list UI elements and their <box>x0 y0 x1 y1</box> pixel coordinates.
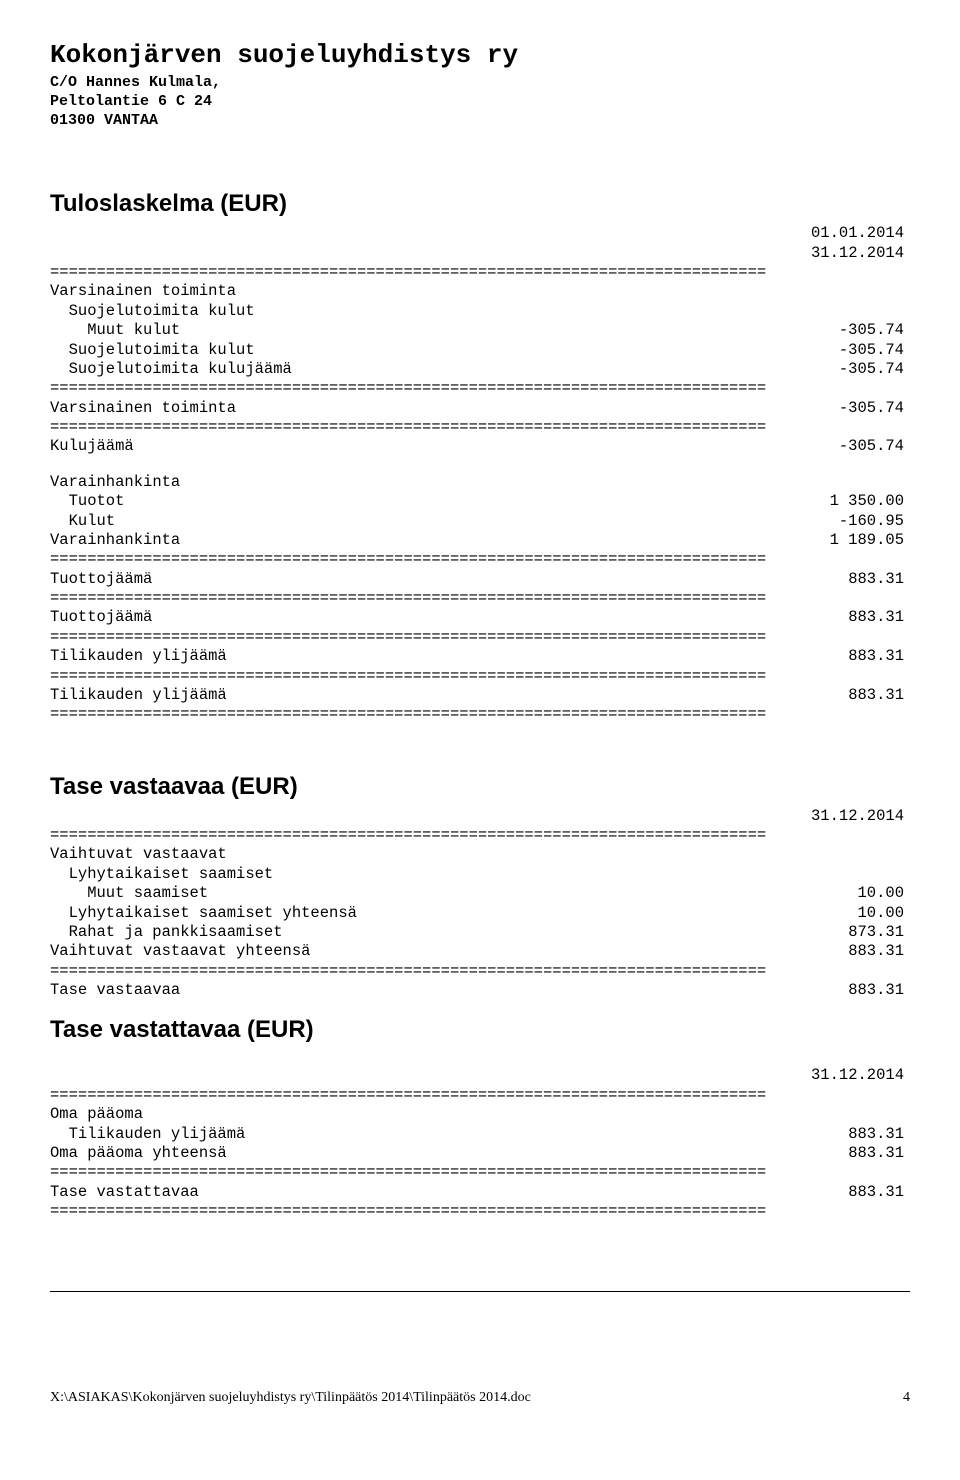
line-value: 1 350.00 <box>784 492 910 511</box>
balance-liabilities-title: Tase vastattavaa (EUR) <box>50 1016 910 1044</box>
balance-liabilities-block: 31.12.2014 =============================… <box>50 1050 910 1221</box>
line-label: Tuottojäämä <box>50 608 784 627</box>
line-label: Kulujäämä <box>50 437 784 456</box>
line-label: Tilikauden ylijäämä <box>50 1125 784 1144</box>
footer-rule <box>50 1291 910 1292</box>
separator: ========================================… <box>50 550 910 569</box>
separator: ========================================… <box>50 418 910 437</box>
balance-date: 31.12.2014 <box>50 807 910 826</box>
line-label: Rahat ja pankkisaamiset <box>50 923 784 942</box>
line-value: -305.74 <box>784 321 910 340</box>
line-value: -305.74 <box>784 437 910 456</box>
line-value: 10.00 <box>784 884 910 903</box>
separator: ========================================… <box>50 628 910 647</box>
line-label: Tilikauden ylijäämä <box>50 647 784 666</box>
line-label: Varsinainen toiminta <box>50 282 910 301</box>
line-label: Vaihtuvat vastaavat <box>50 845 910 864</box>
line-label: Tilikauden ylijäämä <box>50 686 784 705</box>
footer-path: X:\ASIAKAS\Kokonjärven suojeluyhdistys r… <box>50 1390 531 1406</box>
line-value: -305.74 <box>784 399 910 418</box>
org-name: Kokonjärven suojeluyhdistys ry <box>50 40 910 70</box>
line-label: Varainhankinta <box>50 473 910 492</box>
line-value: -305.74 <box>784 341 910 360</box>
separator: ========================================… <box>50 263 910 282</box>
income-statement-block: 01.01.2014 31.12.2014 ==================… <box>50 224 910 724</box>
line-value: 883.31 <box>784 608 910 627</box>
line-label: Lyhytaikaiset saamiset <box>50 865 910 884</box>
page-footer: X:\ASIAKAS\Kokonjärven suojeluyhdistys r… <box>50 1372 910 1406</box>
line-label: Oma pääoma <box>50 1105 910 1124</box>
line-label: Tuotot <box>50 492 784 511</box>
line-value: 1 189.05 <box>784 531 910 550</box>
line-label: Tase vastaavaa <box>50 981 784 1000</box>
line-label: Suojelutoimita kulujäämä <box>50 360 784 379</box>
line-value: 873.31 <box>784 923 910 942</box>
balance-assets-title: Tase vastaavaa (EUR) <box>50 773 910 801</box>
line-value: 883.31 <box>784 1183 910 1202</box>
separator: ========================================… <box>50 1202 910 1221</box>
line-label: Varainhankinta <box>50 531 784 550</box>
line-label: Muut kulut <box>50 321 784 340</box>
line-value: 10.00 <box>784 904 910 923</box>
separator: ========================================… <box>50 705 910 724</box>
line-label: Vaihtuvat vastaavat yhteensä <box>50 942 784 961</box>
line-value: 883.31 <box>784 570 910 589</box>
line-value: 883.31 <box>784 1125 910 1144</box>
separator: ========================================… <box>50 379 910 398</box>
line-value: 883.31 <box>784 686 910 705</box>
addr-line-2: Peltolantie 6 C 24 <box>50 93 910 112</box>
separator: ========================================… <box>50 962 910 981</box>
period-start: 01.01.2014 <box>50 224 910 243</box>
line-label: Tase vastattavaa <box>50 1183 784 1202</box>
period-end: 31.12.2014 <box>50 244 910 263</box>
separator: ========================================… <box>50 1163 910 1182</box>
line-label: Kulut <box>50 512 784 531</box>
line-value: 883.31 <box>784 647 910 666</box>
line-label: Varsinainen toiminta <box>50 399 784 418</box>
line-value: 883.31 <box>784 942 910 961</box>
line-label: Tuottojäämä <box>50 570 784 589</box>
line-value: 883.31 <box>784 981 910 1000</box>
addr-line-1: C/O Hannes Kulmala, <box>50 74 910 93</box>
page-number: 4 <box>903 1390 910 1406</box>
line-label: Suojelutoimita kulut <box>50 302 910 321</box>
line-value: -305.74 <box>784 360 910 379</box>
line-value: 883.31 <box>784 1144 910 1163</box>
separator: ========================================… <box>50 1086 910 1105</box>
separator: ========================================… <box>50 589 910 608</box>
line-label: Muut saamiset <box>50 884 784 903</box>
income-statement-title: Tuloslaskelma (EUR) <box>50 190 910 218</box>
line-label: Lyhytaikaiset saamiset yhteensä <box>50 904 784 923</box>
balance-date: 31.12.2014 <box>50 1066 910 1085</box>
line-label: Suojelutoimita kulut <box>50 341 784 360</box>
balance-assets-block: 31.12.2014 =============================… <box>50 807 910 1001</box>
line-label: Oma pääoma yhteensä <box>50 1144 784 1163</box>
separator: ========================================… <box>50 667 910 686</box>
separator: ========================================… <box>50 826 910 845</box>
org-address: C/O Hannes Kulmala, Peltolantie 6 C 24 0… <box>50 74 910 130</box>
addr-line-3: 01300 VANTAA <box>50 112 910 131</box>
line-value: -160.95 <box>784 512 910 531</box>
